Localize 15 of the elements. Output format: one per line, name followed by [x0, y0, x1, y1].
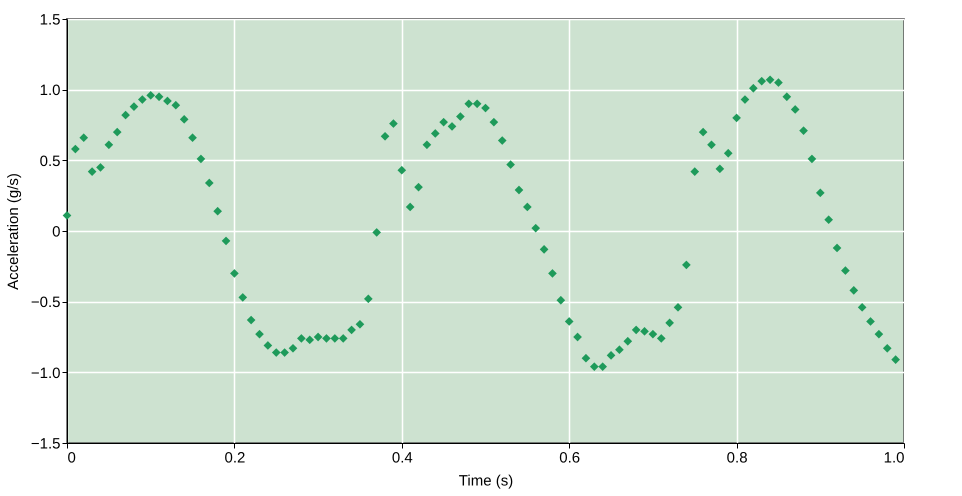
y-tick-label: 1.5: [40, 12, 60, 28]
y-tick-label: 0.5: [40, 152, 60, 170]
x-tick-label: 1.0: [884, 450, 904, 466]
x-tick-label: 0.8: [726, 450, 748, 466]
y-tick-label: 1.0: [40, 82, 60, 100]
y-tick-label: 0: [52, 224, 60, 240]
x-tick-label: 0.4: [392, 450, 413, 466]
x-tick-label: 0.6: [559, 450, 580, 466]
y-tick-label: −1.5: [30, 436, 60, 452]
y-tick-label: −0.5: [30, 294, 60, 312]
x-tick-label: 0.2: [224, 450, 246, 466]
y-axis-title: Acceleration (g/s): [4, 173, 22, 290]
x-tick-label: 0: [68, 450, 76, 466]
y-tick-label: −1.0: [30, 364, 60, 382]
x-axis-title: Time (s): [458, 472, 514, 490]
